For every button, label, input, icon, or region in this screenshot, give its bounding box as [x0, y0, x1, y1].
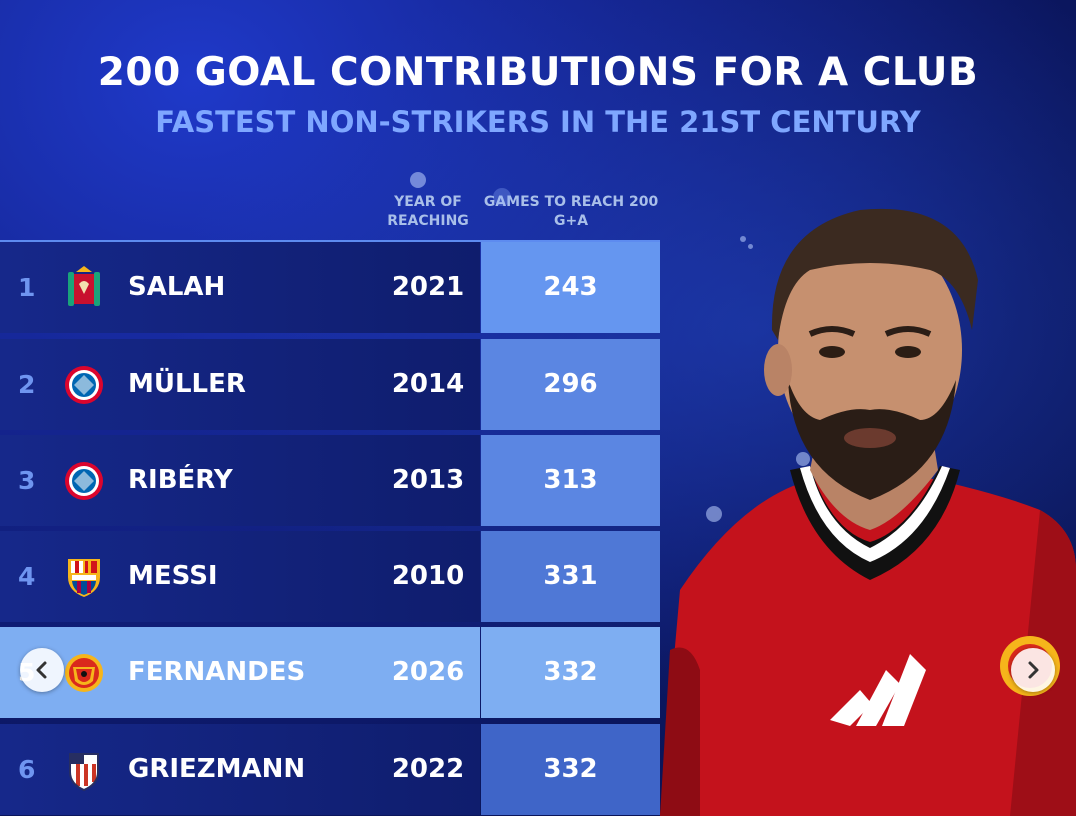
rank-number: 2 [18, 370, 36, 399]
games-value: 243 [543, 272, 598, 302]
table-row: 1 SALAH 2021 243 [0, 242, 660, 333]
previous-slide-button[interactable] [20, 648, 64, 692]
player-name: FERNANDES [128, 657, 306, 687]
games-cell [481, 339, 660, 430]
table-row: 2 MÜLLER 2014 296 [0, 339, 660, 430]
player-name: GRIEZMANN [128, 754, 306, 784]
year-value: 2013 [391, 465, 465, 495]
player-name: RIBÉRY [128, 465, 233, 495]
rank-number: 6 [18, 755, 36, 784]
chevron-right-icon [1028, 661, 1039, 679]
next-slide-button[interactable] [1011, 648, 1055, 692]
year-value: 2026 [391, 657, 465, 687]
player-photo [660, 208, 1076, 816]
table-row-highlighted: 5 FERNANDES 2026 332 [0, 627, 660, 718]
bokeh-dot [706, 506, 722, 522]
liverpool-crest-icon [68, 266, 100, 306]
barcelona-crest-icon [68, 559, 100, 597]
column-header-year: YEAR OF REACHING [387, 194, 469, 229]
bokeh-dot [740, 236, 746, 242]
man-united-crest-icon [65, 654, 103, 692]
bayern-crest-icon [65, 462, 103, 500]
player-name: MÜLLER [128, 369, 246, 399]
games-value: 331 [543, 561, 598, 591]
games-value: 332 [543, 754, 598, 784]
atletico-crest-icon [69, 753, 99, 792]
page-title: 200 GOAL CONTRIBUTIONS FOR A CLUB [97, 50, 979, 95]
games-value: 332 [543, 657, 598, 687]
bayern-crest-icon [65, 366, 103, 404]
bokeh-dot [796, 452, 810, 466]
chevron-left-icon [36, 661, 47, 679]
table-top-divider [0, 240, 660, 242]
games-cell [481, 724, 660, 815]
bokeh-dot [410, 172, 426, 188]
table-row: 6 GRIEZMANN 2022 332 [0, 724, 660, 815]
games-cell [481, 531, 660, 622]
column-header-games: GAMES TO REACH 200 G+A [483, 194, 659, 229]
games-cell [481, 242, 660, 333]
page-subtitle: FASTEST NON-STRIKERS IN THE 21ST CENTURY [155, 105, 921, 139]
table-row: 3 RIBÉRY 2013 313 [0, 435, 660, 526]
rank-number: 4 [18, 562, 36, 591]
rank-number: 3 [18, 466, 36, 495]
year-value: 2022 [391, 754, 465, 784]
year-value: 2014 [391, 369, 465, 399]
year-value: 2010 [391, 561, 465, 591]
games-value: 313 [543, 465, 598, 495]
year-value: 2021 [391, 272, 465, 302]
games-cell [481, 435, 660, 526]
games-cell [481, 627, 660, 718]
table-row: 4 MESSI 2010 331 [0, 531, 660, 622]
player-name: SALAH [128, 272, 226, 302]
rank-number: 1 [18, 273, 36, 302]
bokeh-dot [493, 188, 511, 206]
player-name: MESSI [128, 561, 218, 591]
games-value: 296 [543, 369, 598, 399]
bokeh-dot [748, 244, 753, 249]
